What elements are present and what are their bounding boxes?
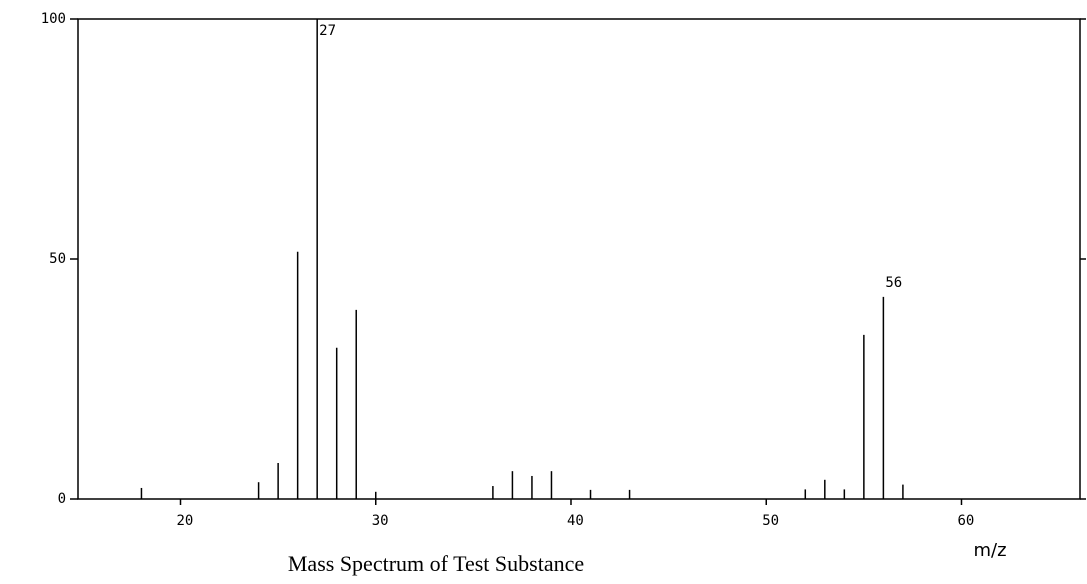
y-tick-label: 100 xyxy=(41,11,66,27)
y-tick-label: 0 xyxy=(58,491,66,507)
peak-label: 56 xyxy=(885,275,902,291)
plot-frame xyxy=(77,18,1081,500)
peak-label: 27 xyxy=(319,23,336,39)
x-axis-label: m/z xyxy=(973,540,1006,561)
x-tick-label: 60 xyxy=(957,513,974,529)
x-tick-label: 30 xyxy=(372,513,389,529)
y-tick-label: 50 xyxy=(49,251,66,267)
x-tick-label: 40 xyxy=(567,513,584,529)
x-tick-label: 50 xyxy=(762,513,779,529)
x-tick-label: 20 xyxy=(177,513,194,529)
chart-title: Mass Spectrum of Test Substance xyxy=(288,551,584,576)
